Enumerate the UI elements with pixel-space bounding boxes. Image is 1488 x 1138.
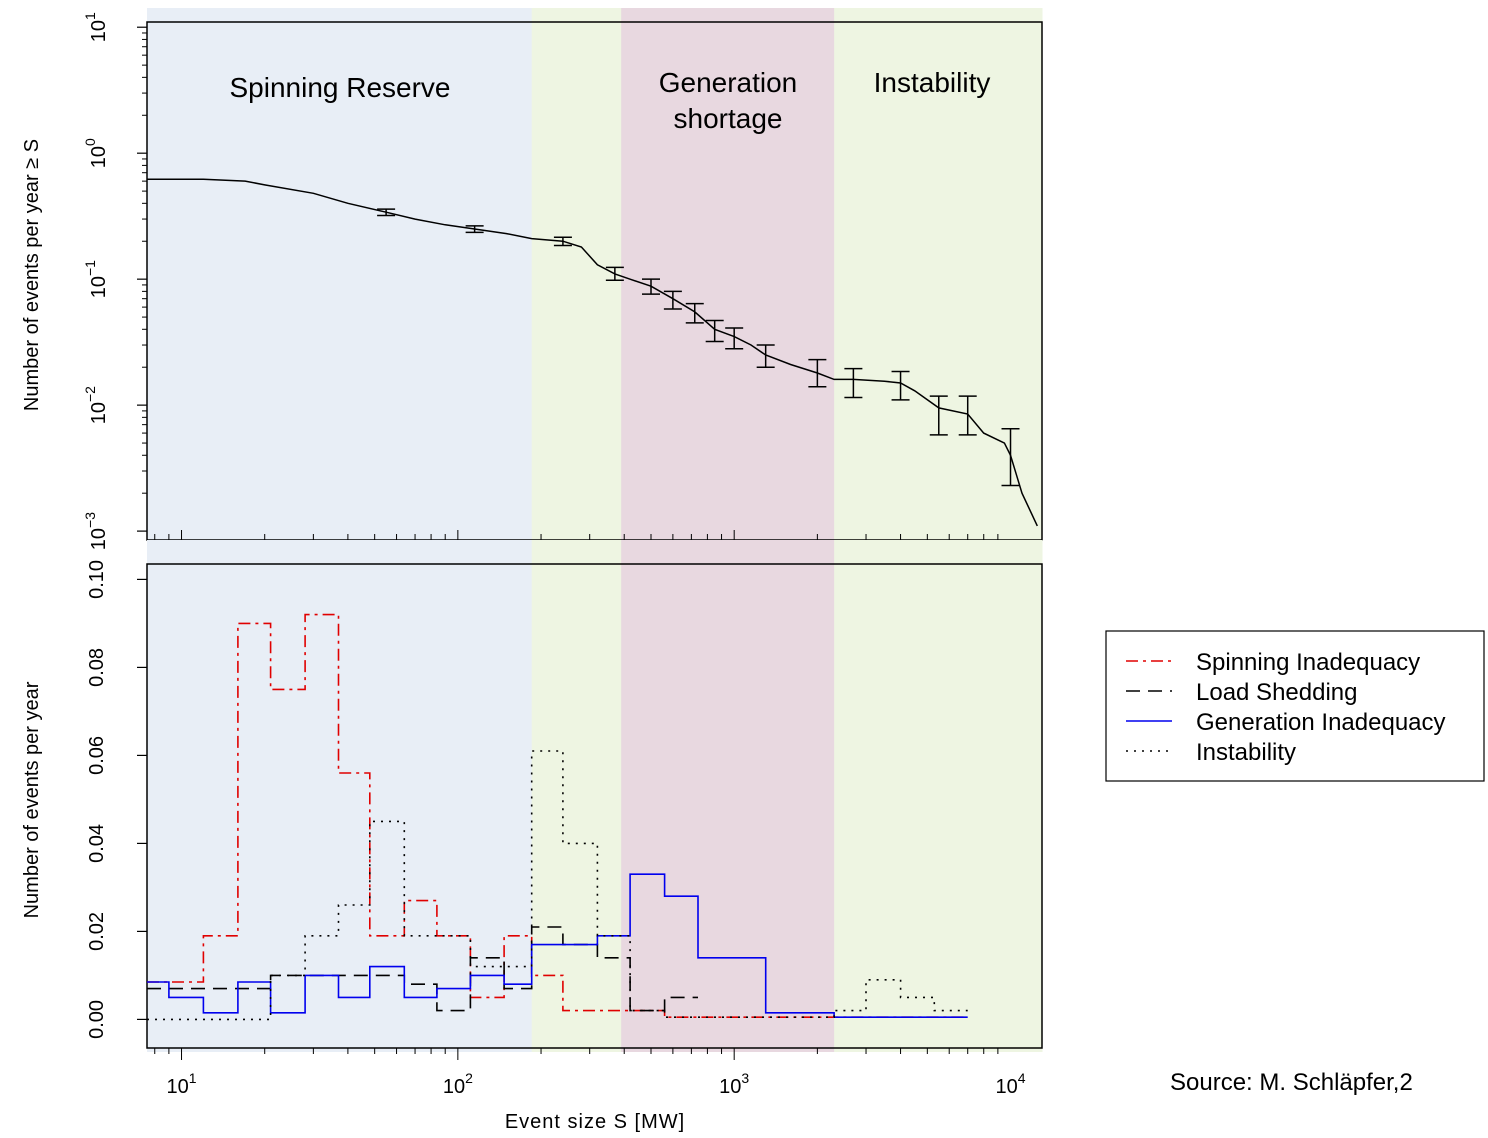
bottom-y-tick-label: 0.10: [86, 560, 108, 599]
bottom-region-2: [621, 540, 835, 1052]
region-label-3-0: Instability: [874, 67, 991, 98]
error-bar: [605, 266, 624, 282]
top-y-axis-title: Number of events per year ≥ S: [21, 139, 43, 411]
legend-box: [1105, 630, 1485, 782]
top-region-2: [621, 8, 835, 540]
source-text: Source: M. Schläpfer,2: [1170, 1069, 1413, 1096]
bottom-histogram-panel: 0.00 0.02 0.04 0.06 0.08 0.10 101 102 103 104: [86, 540, 1043, 1098]
bottom-plot-frame: [146, 563, 1043, 1049]
bottom-region-3: [834, 540, 1043, 1052]
error-bar: [663, 290, 682, 310]
error-bar: [844, 367, 863, 399]
error-bar: [377, 208, 396, 217]
legend-label-2: Generation Inadequacy: [1196, 709, 1446, 736]
bottom-region-1: [531, 540, 622, 1052]
histogram-series-0: [147, 613, 968, 1018]
bottom-y-axis-title: Number of events per year: [21, 681, 43, 918]
error-bar: [642, 278, 661, 295]
top-y-tick-label: 10−1: [82, 260, 110, 298]
bottom-region-0: [147, 540, 533, 1052]
top-region-1: [531, 8, 622, 540]
x-axis-title: Event size S [MW]: [505, 1111, 685, 1133]
bottom-x-tick-label: 103: [719, 1070, 749, 1098]
top-y-tick-label: 10−2: [82, 386, 110, 424]
error-bar: [725, 327, 744, 350]
region-label-2-0: Generation: [659, 67, 798, 98]
region-label-0-0: Spinning Reserve: [229, 72, 450, 103]
top-region-0: [147, 8, 533, 540]
error-bar: [1001, 427, 1020, 487]
error-bar: [685, 302, 704, 324]
legend: Spinning Inadequacy Load Shedding Generati…: [1105, 630, 1485, 782]
bottom-y-tick-label: 0.08: [86, 648, 108, 687]
error-bar: [553, 236, 572, 247]
region-label-2-1: shortage: [674, 103, 783, 134]
bottom-y-tick-label: 0.02: [86, 912, 108, 951]
ccdf-line: [147, 178, 1038, 527]
bottom-y-tick-label: 0.00: [86, 1000, 108, 1039]
bottom-y-tick-label: 0.06: [86, 736, 108, 775]
top-y-tick-label: 10−3: [82, 512, 110, 550]
bottom-x-tick-label: 104: [995, 1070, 1025, 1098]
legend-label-0: Spinning Inadequacy: [1196, 649, 1420, 676]
top-ccdf-panel: 10−3 10−2 10−1 100 101 Spinning Reserve Genera…: [82, 8, 1043, 550]
error-bar: [465, 225, 484, 234]
error-bar: [705, 319, 724, 343]
bottom-y-tick-label: 0.04: [86, 824, 108, 863]
error-bar: [891, 370, 910, 401]
histogram-series-3: [147, 750, 968, 1021]
legend-label-3: Instability: [1196, 739, 1296, 766]
top-y-tick-label: 100: [82, 138, 110, 168]
error-bar: [958, 395, 977, 436]
legend-label-1: Load Shedding: [1196, 679, 1357, 706]
error-bar: [756, 344, 775, 368]
histogram-series-2: [147, 873, 968, 1018]
top-y-tick-label: 101: [82, 12, 110, 42]
bottom-x-tick-label: 101: [167, 1070, 197, 1098]
error-bar: [808, 358, 827, 388]
error-bar: [929, 395, 948, 436]
bottom-x-tick-label: 102: [443, 1070, 473, 1098]
